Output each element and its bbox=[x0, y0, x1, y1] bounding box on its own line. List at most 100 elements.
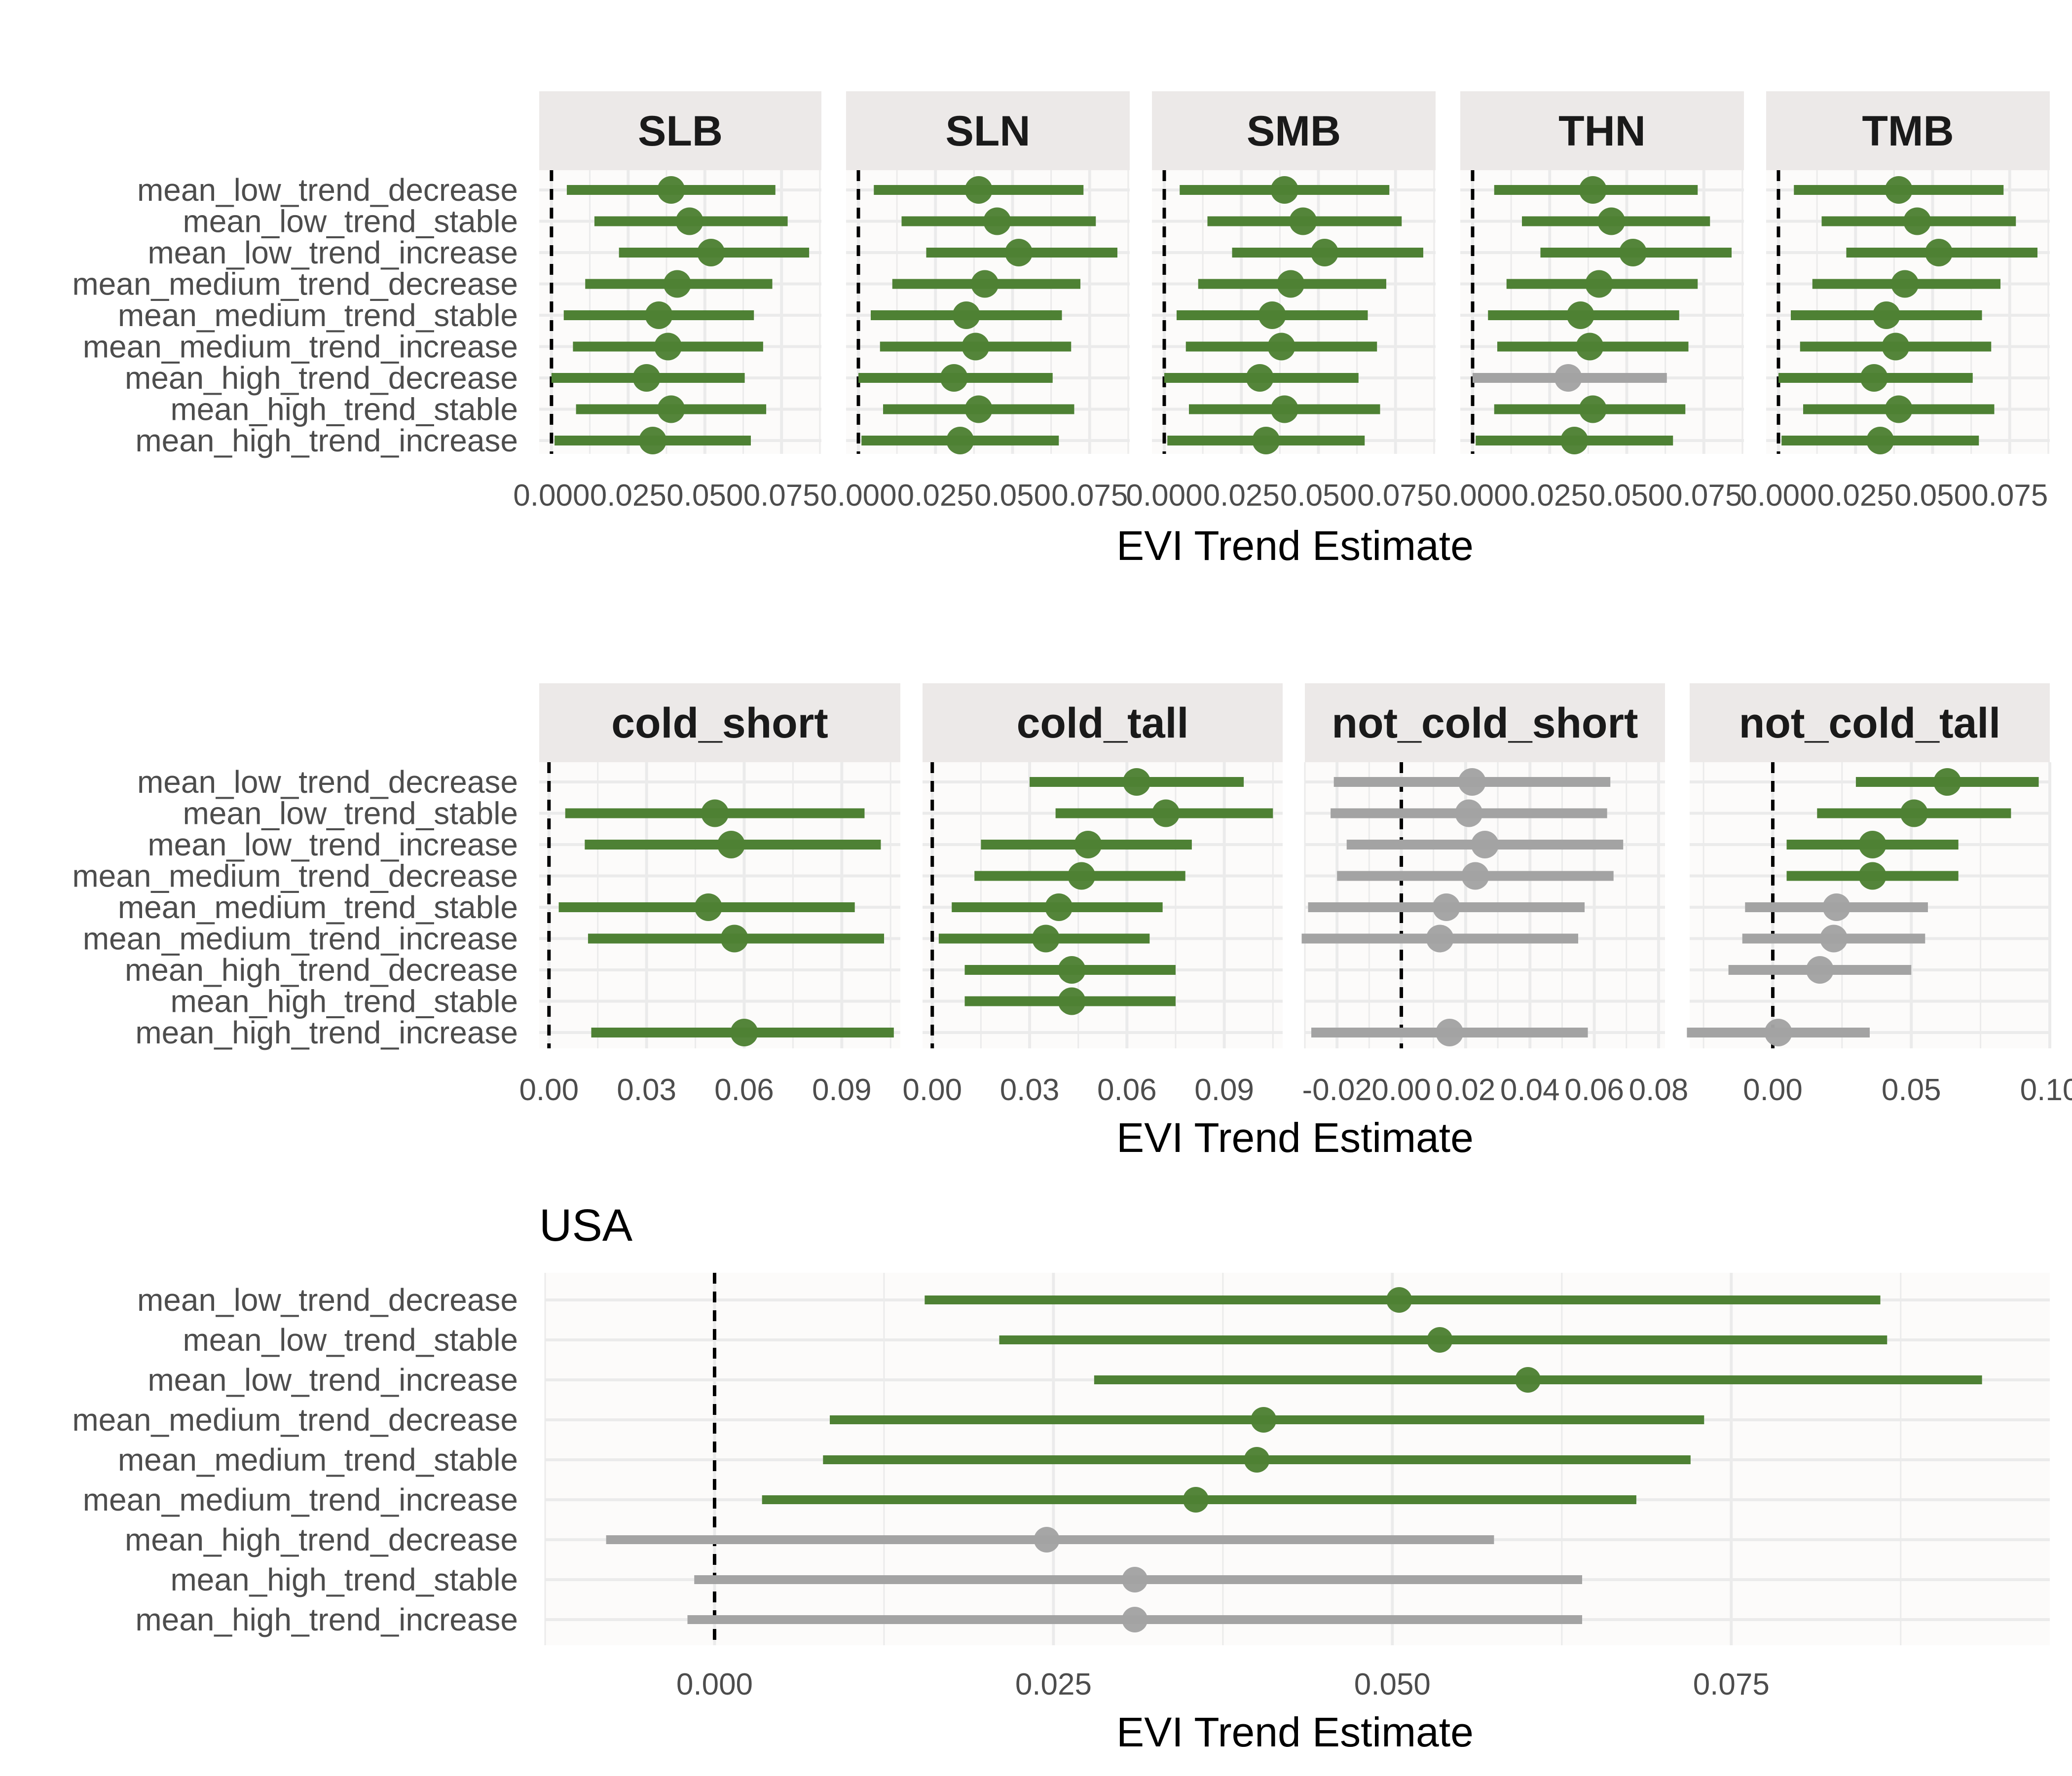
point-estimate bbox=[1585, 270, 1613, 298]
point-estimate bbox=[1152, 799, 1180, 827]
point-estimate bbox=[1866, 427, 1894, 454]
x-tick-label: 0.075 bbox=[1971, 479, 2048, 513]
point-estimate bbox=[1461, 862, 1489, 890]
point-estimate bbox=[1252, 427, 1280, 454]
point-estimate bbox=[675, 207, 703, 235]
point-estimate bbox=[1933, 768, 1961, 796]
x-tick-label: 0.04 bbox=[1500, 1073, 1560, 1107]
x-axis-title: EVI Trend Estimate bbox=[1116, 1114, 1474, 1161]
facet-strip-label: cold_tall bbox=[1017, 700, 1189, 747]
point-estimate bbox=[632, 364, 661, 392]
point-estimate bbox=[983, 207, 1011, 235]
point-estimate bbox=[694, 893, 722, 921]
point-estimate bbox=[1311, 239, 1338, 266]
category-label: mean_medium_trend_increase bbox=[83, 329, 518, 365]
category-label: mean_medium_trend_stable bbox=[118, 889, 518, 925]
point-estimate bbox=[1515, 1367, 1541, 1393]
point-estimate bbox=[639, 427, 667, 454]
point-estimate bbox=[1183, 1487, 1209, 1513]
point-estimate bbox=[1860, 364, 1888, 392]
x-tick-label: 0.050 bbox=[666, 479, 743, 513]
point-estimate bbox=[964, 395, 993, 423]
x-tick-label: 0.02 bbox=[1436, 1073, 1496, 1107]
point-estimate bbox=[1386, 1287, 1412, 1313]
x-tick-label: 0.025 bbox=[897, 479, 974, 513]
point-estimate bbox=[1903, 207, 1931, 235]
point-estimate bbox=[1246, 364, 1274, 392]
point-estimate bbox=[645, 301, 673, 329]
point-estimate bbox=[1045, 893, 1073, 921]
x-tick-label: 0.06 bbox=[1564, 1073, 1624, 1107]
point-estimate bbox=[1885, 395, 1913, 423]
category-label: mean_low_trend_stable bbox=[183, 1322, 518, 1358]
point-estimate bbox=[952, 301, 980, 329]
category-label: mean_low_trend_increase bbox=[148, 235, 518, 270]
facet-strip bbox=[923, 683, 1283, 762]
point-estimate bbox=[654, 333, 682, 361]
point-estimate bbox=[717, 831, 745, 858]
point-estimate bbox=[1005, 239, 1033, 266]
category-label: mean_high_trend_decrease bbox=[125, 952, 518, 988]
x-tick-label: 0.09 bbox=[812, 1073, 872, 1107]
point-estimate bbox=[1427, 1327, 1453, 1353]
category-label: mean_medium_trend_increase bbox=[83, 1482, 518, 1517]
x-tick-label: 0.075 bbox=[1693, 1667, 1770, 1702]
x-tick-label: 0.075 bbox=[1357, 479, 1434, 513]
category-label: mean_low_trend_decrease bbox=[137, 1282, 518, 1318]
point-estimate bbox=[1122, 1607, 1148, 1632]
x-tick-label: 0.050 bbox=[974, 479, 1051, 513]
category-label: mean_high_trend_increase bbox=[135, 1015, 518, 1050]
point-estimate bbox=[1455, 799, 1483, 827]
x-tick-label: 0.050 bbox=[1589, 479, 1665, 513]
point-estimate bbox=[1426, 925, 1454, 953]
x-tick-label: 0.03 bbox=[617, 1073, 676, 1107]
facet-strip bbox=[1152, 91, 1436, 170]
x-axis-title: EVI Trend Estimate bbox=[1116, 522, 1474, 569]
category-label: mean_medium_trend_stable bbox=[118, 297, 518, 333]
point-estimate bbox=[663, 270, 691, 298]
facet-strip bbox=[1690, 683, 2050, 762]
x-tick-label: 0.09 bbox=[1194, 1073, 1254, 1107]
point-estimate bbox=[962, 333, 990, 361]
x-tick-label: 0.000 bbox=[1740, 479, 1816, 513]
category-label: mean_low_trend_stable bbox=[183, 204, 518, 239]
x-tick-label: 0.00 bbox=[1371, 1073, 1431, 1107]
category-label: mean_medium_trend_stable bbox=[118, 1442, 518, 1478]
facet-strip-label: cold_short bbox=[611, 700, 828, 747]
point-estimate bbox=[1820, 925, 1848, 953]
point-estimate bbox=[1566, 301, 1594, 329]
x-tick-label: 0.075 bbox=[743, 479, 820, 513]
x-tick-label: 0.075 bbox=[1665, 479, 1742, 513]
x-tick-label: 0.050 bbox=[1894, 479, 1971, 513]
category-label: mean_low_trend_decrease bbox=[137, 764, 518, 800]
point-estimate bbox=[1822, 893, 1850, 921]
point-estimate bbox=[964, 176, 993, 204]
point-estimate bbox=[1251, 1407, 1277, 1433]
x-tick-label: 0.025 bbox=[1015, 1667, 1092, 1702]
x-tick-label: 0.025 bbox=[590, 479, 666, 513]
category-label: mean_low_trend_increase bbox=[148, 827, 518, 862]
facet-strip bbox=[1766, 91, 2050, 170]
category-label: mean_high_trend_stable bbox=[170, 392, 518, 427]
x-tick-label: 0.000 bbox=[820, 479, 896, 513]
point-estimate bbox=[1471, 831, 1499, 858]
x-tick-label: 0.00 bbox=[1743, 1073, 1803, 1107]
point-estimate bbox=[1597, 207, 1626, 235]
category-label: mean_high_trend_increase bbox=[135, 423, 518, 458]
point-estimate bbox=[1074, 831, 1102, 858]
point-estimate bbox=[1619, 239, 1647, 266]
facet-strip-label: SLN bbox=[946, 108, 1031, 155]
x-tick-label: 0.06 bbox=[1097, 1073, 1157, 1107]
point-estimate bbox=[1554, 364, 1582, 392]
facet-strip-label: SLB bbox=[638, 108, 723, 155]
point-estimate bbox=[1925, 239, 1953, 266]
x-tick-label: 0.025 bbox=[1203, 479, 1280, 513]
category-label: mean_low_trend_stable bbox=[183, 796, 518, 831]
point-estimate bbox=[1267, 333, 1295, 361]
x-tick-label: 0.000 bbox=[676, 1667, 753, 1702]
category-label: mean_medium_trend_decrease bbox=[72, 858, 518, 894]
plot-title: USA bbox=[539, 1200, 633, 1251]
point-estimate bbox=[1058, 956, 1086, 984]
x-tick-label: 0.00 bbox=[519, 1073, 579, 1107]
